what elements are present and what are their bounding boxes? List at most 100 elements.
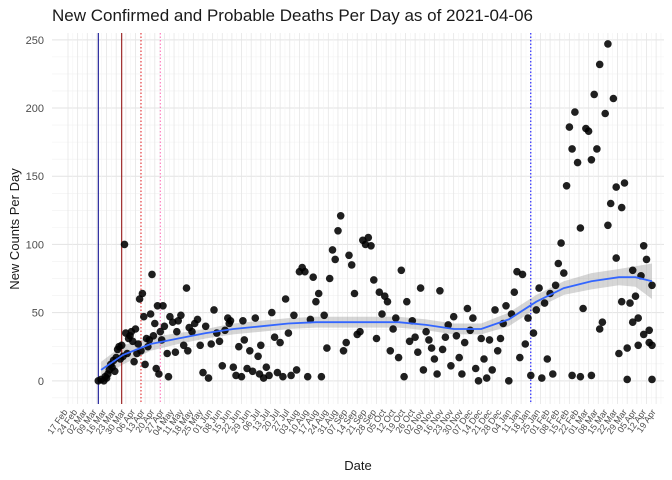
y-tick-label: 100 <box>26 239 44 251</box>
data-point <box>416 284 425 292</box>
data-point <box>251 314 260 322</box>
data-point <box>140 312 148 321</box>
data-point <box>320 311 329 320</box>
data-point <box>325 274 334 283</box>
data-point <box>210 306 218 314</box>
data-point <box>265 371 273 380</box>
data-point <box>609 94 618 103</box>
data-point <box>284 329 293 337</box>
data-point <box>485 336 494 344</box>
data-point <box>469 314 477 322</box>
data-point <box>342 338 351 347</box>
data-point <box>309 273 318 282</box>
data-point <box>375 288 384 297</box>
data-point <box>565 123 574 131</box>
smooth-line-group <box>100 276 653 371</box>
data-point <box>455 353 464 362</box>
data-point <box>521 340 530 348</box>
data-point <box>146 310 155 318</box>
y-tick-label: 50 <box>32 308 44 320</box>
data-point <box>518 270 527 279</box>
data-point <box>303 372 312 381</box>
data-point <box>196 341 204 350</box>
y-axis-title: New Counts Per Day <box>7 168 22 290</box>
data-point <box>372 334 381 343</box>
data-point <box>587 371 596 380</box>
data-point <box>576 372 585 381</box>
data-point <box>334 227 342 235</box>
data-points <box>94 40 656 385</box>
data-point <box>389 325 397 333</box>
data-point <box>184 347 192 355</box>
data-point <box>188 327 196 336</box>
data-point <box>474 377 483 385</box>
y-tick-label: 200 <box>26 103 44 115</box>
data-point <box>491 306 499 314</box>
data-point <box>301 267 309 276</box>
data-point <box>356 327 364 336</box>
data-point <box>130 357 138 366</box>
data-point <box>347 261 356 269</box>
data-point <box>336 212 345 220</box>
data-point <box>427 344 436 352</box>
data-point <box>573 158 582 167</box>
data-point <box>604 221 612 230</box>
data-point <box>444 321 453 329</box>
data-point <box>411 333 419 342</box>
data-point <box>538 374 546 382</box>
data-point <box>229 363 238 372</box>
data-point <box>405 337 414 346</box>
data-point <box>648 375 656 384</box>
data-point <box>177 311 185 320</box>
data-point <box>631 292 640 301</box>
data-point <box>268 308 276 317</box>
y-tick-labels: 0 50 100 150 200 250 <box>26 35 44 388</box>
data-point <box>543 355 552 363</box>
data-point <box>452 332 461 340</box>
data-point <box>215 337 224 346</box>
data-point <box>117 341 126 350</box>
data-point <box>449 312 458 321</box>
data-point <box>628 318 637 327</box>
data-point <box>419 366 428 374</box>
data-point <box>551 281 560 290</box>
data-point <box>579 304 587 313</box>
data-point <box>505 377 513 385</box>
data-point <box>436 287 444 295</box>
data-point <box>397 266 406 275</box>
data-point <box>590 90 598 99</box>
data-point <box>148 270 156 279</box>
data-point <box>527 371 535 380</box>
data-point <box>204 374 213 382</box>
data-point <box>560 269 568 277</box>
data-point <box>642 255 651 264</box>
data-point <box>201 322 210 331</box>
data-point <box>240 336 249 344</box>
data-point <box>617 297 626 306</box>
data-point <box>460 338 469 347</box>
data-point <box>160 322 169 331</box>
data-point <box>156 327 165 336</box>
data-point <box>628 266 637 275</box>
data-point <box>378 310 386 318</box>
data-point <box>430 355 439 363</box>
data-point <box>370 276 378 284</box>
data-point <box>634 314 642 322</box>
reference-lines <box>97 33 532 404</box>
data-point <box>323 344 331 352</box>
data-point <box>262 363 271 372</box>
chart-title: New Confirmed and Probable Deaths Per Da… <box>52 6 533 25</box>
data-point <box>182 284 191 292</box>
data-point <box>612 183 620 191</box>
data-point <box>218 362 227 370</box>
data-point <box>571 108 579 116</box>
data-point <box>598 318 607 327</box>
data-point <box>153 302 162 310</box>
confidence-band <box>101 263 653 379</box>
data-point <box>535 284 543 292</box>
data-point <box>540 299 549 307</box>
data-point <box>425 336 433 344</box>
data-point <box>364 233 373 242</box>
data-point <box>138 289 147 298</box>
